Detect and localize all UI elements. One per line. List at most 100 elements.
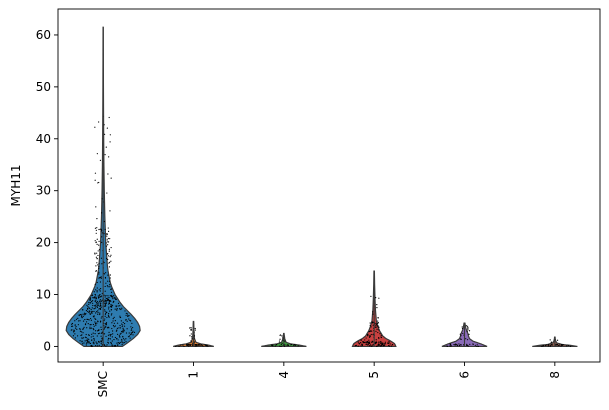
data-point xyxy=(113,295,115,297)
data-point xyxy=(104,318,106,320)
data-point xyxy=(92,323,94,326)
data-point xyxy=(100,317,102,319)
data-point xyxy=(105,295,107,297)
data-point xyxy=(94,318,96,320)
data-point xyxy=(105,312,107,314)
data-point xyxy=(377,321,379,324)
data-point xyxy=(109,141,111,143)
data-point xyxy=(95,232,97,234)
data-point xyxy=(98,267,100,269)
data-point xyxy=(82,313,84,315)
data-point xyxy=(92,328,94,330)
data-point xyxy=(94,240,96,242)
data-point xyxy=(84,318,86,321)
data-point xyxy=(107,339,109,341)
data-point xyxy=(87,338,89,340)
data-point xyxy=(93,329,95,331)
data-point xyxy=(375,339,377,341)
data-point xyxy=(278,342,281,344)
data-point xyxy=(108,315,110,318)
data-point xyxy=(376,307,378,309)
data-point xyxy=(92,332,94,334)
data-point xyxy=(370,330,372,332)
data-point xyxy=(94,344,97,347)
data-point xyxy=(546,344,548,346)
data-point xyxy=(110,314,112,316)
data-point xyxy=(108,248,110,250)
data-point xyxy=(73,330,75,332)
data-point xyxy=(97,320,99,322)
data-point xyxy=(119,336,121,338)
data-point xyxy=(119,333,121,335)
data-point xyxy=(104,323,106,325)
data-point xyxy=(104,310,106,312)
data-point xyxy=(115,305,117,307)
data-point xyxy=(106,235,108,237)
data-point xyxy=(357,341,359,343)
data-point xyxy=(549,345,551,347)
data-point xyxy=(108,301,110,303)
data-point xyxy=(89,317,92,320)
data-point xyxy=(107,237,109,240)
data-point xyxy=(380,336,382,338)
data-point xyxy=(194,343,197,346)
data-point xyxy=(97,305,99,307)
data-point xyxy=(79,314,81,316)
data-point xyxy=(128,335,131,337)
data-point xyxy=(391,344,393,346)
data-point xyxy=(110,304,112,306)
data-point xyxy=(467,327,469,329)
data-point xyxy=(99,294,101,296)
data-point xyxy=(87,310,89,313)
data-point xyxy=(378,297,380,299)
data-point xyxy=(104,309,106,311)
data-point xyxy=(123,323,126,325)
data-point xyxy=(109,255,111,258)
data-point xyxy=(550,344,552,346)
data-point xyxy=(97,295,99,297)
data-point xyxy=(390,345,393,347)
data-point xyxy=(85,333,87,336)
data-point xyxy=(459,333,461,335)
data-point xyxy=(197,343,199,346)
data-point xyxy=(190,327,192,329)
data-point xyxy=(86,321,88,323)
data-point xyxy=(360,345,362,347)
data-point xyxy=(104,296,106,298)
data-point xyxy=(107,227,109,229)
data-point xyxy=(389,343,391,345)
data-point xyxy=(107,255,110,257)
data-point xyxy=(107,280,109,282)
data-point xyxy=(94,322,97,325)
data-point xyxy=(91,345,93,347)
data-point xyxy=(91,339,93,341)
data-point xyxy=(129,337,131,339)
data-point xyxy=(116,322,119,324)
data-point xyxy=(97,302,99,304)
data-point xyxy=(109,277,111,279)
data-point xyxy=(81,343,84,345)
data-point xyxy=(77,324,79,326)
data-point xyxy=(89,313,91,315)
data-point xyxy=(109,334,111,336)
x-tick-label-8: 8 xyxy=(548,371,562,379)
data-point xyxy=(93,341,95,343)
data-point xyxy=(557,344,559,347)
x-tick-label-1: 1 xyxy=(187,371,201,379)
data-point xyxy=(125,314,127,316)
data-point xyxy=(202,345,204,347)
data-point xyxy=(93,338,95,340)
data-point xyxy=(116,329,118,331)
data-point xyxy=(560,345,562,347)
data-point xyxy=(79,320,81,322)
data-point xyxy=(132,326,134,329)
data-point xyxy=(544,344,547,347)
data-point xyxy=(118,342,120,344)
data-point xyxy=(449,345,451,347)
data-point xyxy=(461,327,464,330)
data-point xyxy=(82,320,85,322)
data-point xyxy=(108,262,110,264)
data-point xyxy=(122,331,124,333)
data-point xyxy=(82,309,84,311)
data-point xyxy=(89,342,92,345)
